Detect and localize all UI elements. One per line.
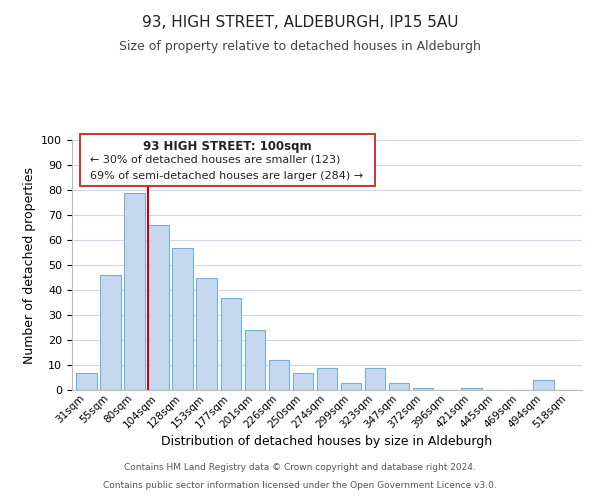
Text: ← 30% of detached houses are smaller (123): ← 30% of detached houses are smaller (12…	[90, 154, 340, 164]
Bar	[341, 382, 361, 390]
Text: 93 HIGH STREET: 100sqm: 93 HIGH STREET: 100sqm	[143, 140, 312, 153]
Text: Contains public sector information licensed under the Open Government Licence v3: Contains public sector information licen…	[103, 481, 497, 490]
Bar	[317, 368, 337, 390]
Y-axis label: Number of detached properties: Number of detached properties	[23, 166, 36, 364]
Bar	[365, 368, 385, 390]
Text: Size of property relative to detached houses in Aldeburgh: Size of property relative to detached ho…	[119, 40, 481, 53]
Bar	[124, 192, 145, 390]
X-axis label: Distribution of detached houses by size in Aldeburgh: Distribution of detached houses by size …	[161, 435, 493, 448]
Text: 69% of semi-detached houses are larger (284) →: 69% of semi-detached houses are larger (…	[90, 171, 363, 181]
Text: Contains HM Land Registry data © Crown copyright and database right 2024.: Contains HM Land Registry data © Crown c…	[124, 464, 476, 472]
Bar	[76, 372, 97, 390]
Bar	[293, 372, 313, 390]
Bar	[196, 278, 217, 390]
Bar	[221, 298, 241, 390]
Bar	[172, 248, 193, 390]
Bar	[100, 275, 121, 390]
Bar	[245, 330, 265, 390]
Bar	[413, 388, 433, 390]
Bar	[533, 380, 554, 390]
FancyBboxPatch shape	[80, 134, 376, 186]
Bar	[148, 225, 169, 390]
Bar	[269, 360, 289, 390]
Text: 93, HIGH STREET, ALDEBURGH, IP15 5AU: 93, HIGH STREET, ALDEBURGH, IP15 5AU	[142, 15, 458, 30]
Bar	[461, 388, 482, 390]
Bar	[389, 382, 409, 390]
